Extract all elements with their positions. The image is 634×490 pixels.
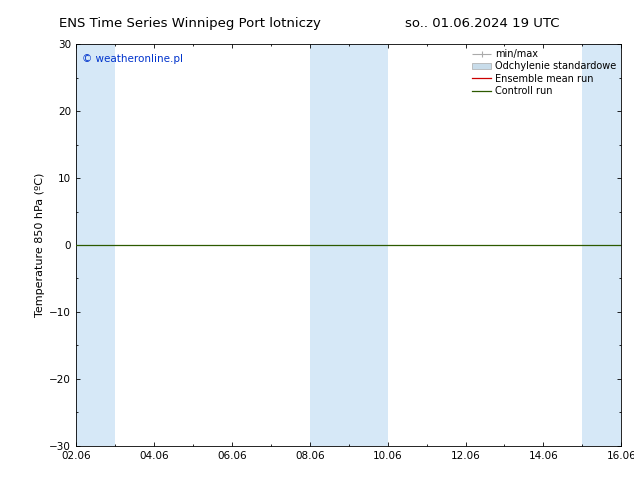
Legend: min/max, Odchylenie standardowe, Ensemble mean run, Controll run: min/max, Odchylenie standardowe, Ensembl… bbox=[470, 47, 618, 98]
Bar bbox=[310, 44, 387, 446]
Text: so.. 01.06.2024 19 UTC: so.. 01.06.2024 19 UTC bbox=[404, 17, 559, 30]
Text: © weatheronline.pl: © weatheronline.pl bbox=[82, 54, 183, 64]
Text: ENS Time Series Winnipeg Port lotniczy: ENS Time Series Winnipeg Port lotniczy bbox=[59, 17, 321, 30]
Bar bbox=[76, 44, 115, 446]
Y-axis label: Temperature 850 hPa (ºC): Temperature 850 hPa (ºC) bbox=[35, 173, 45, 317]
Bar bbox=[583, 44, 621, 446]
